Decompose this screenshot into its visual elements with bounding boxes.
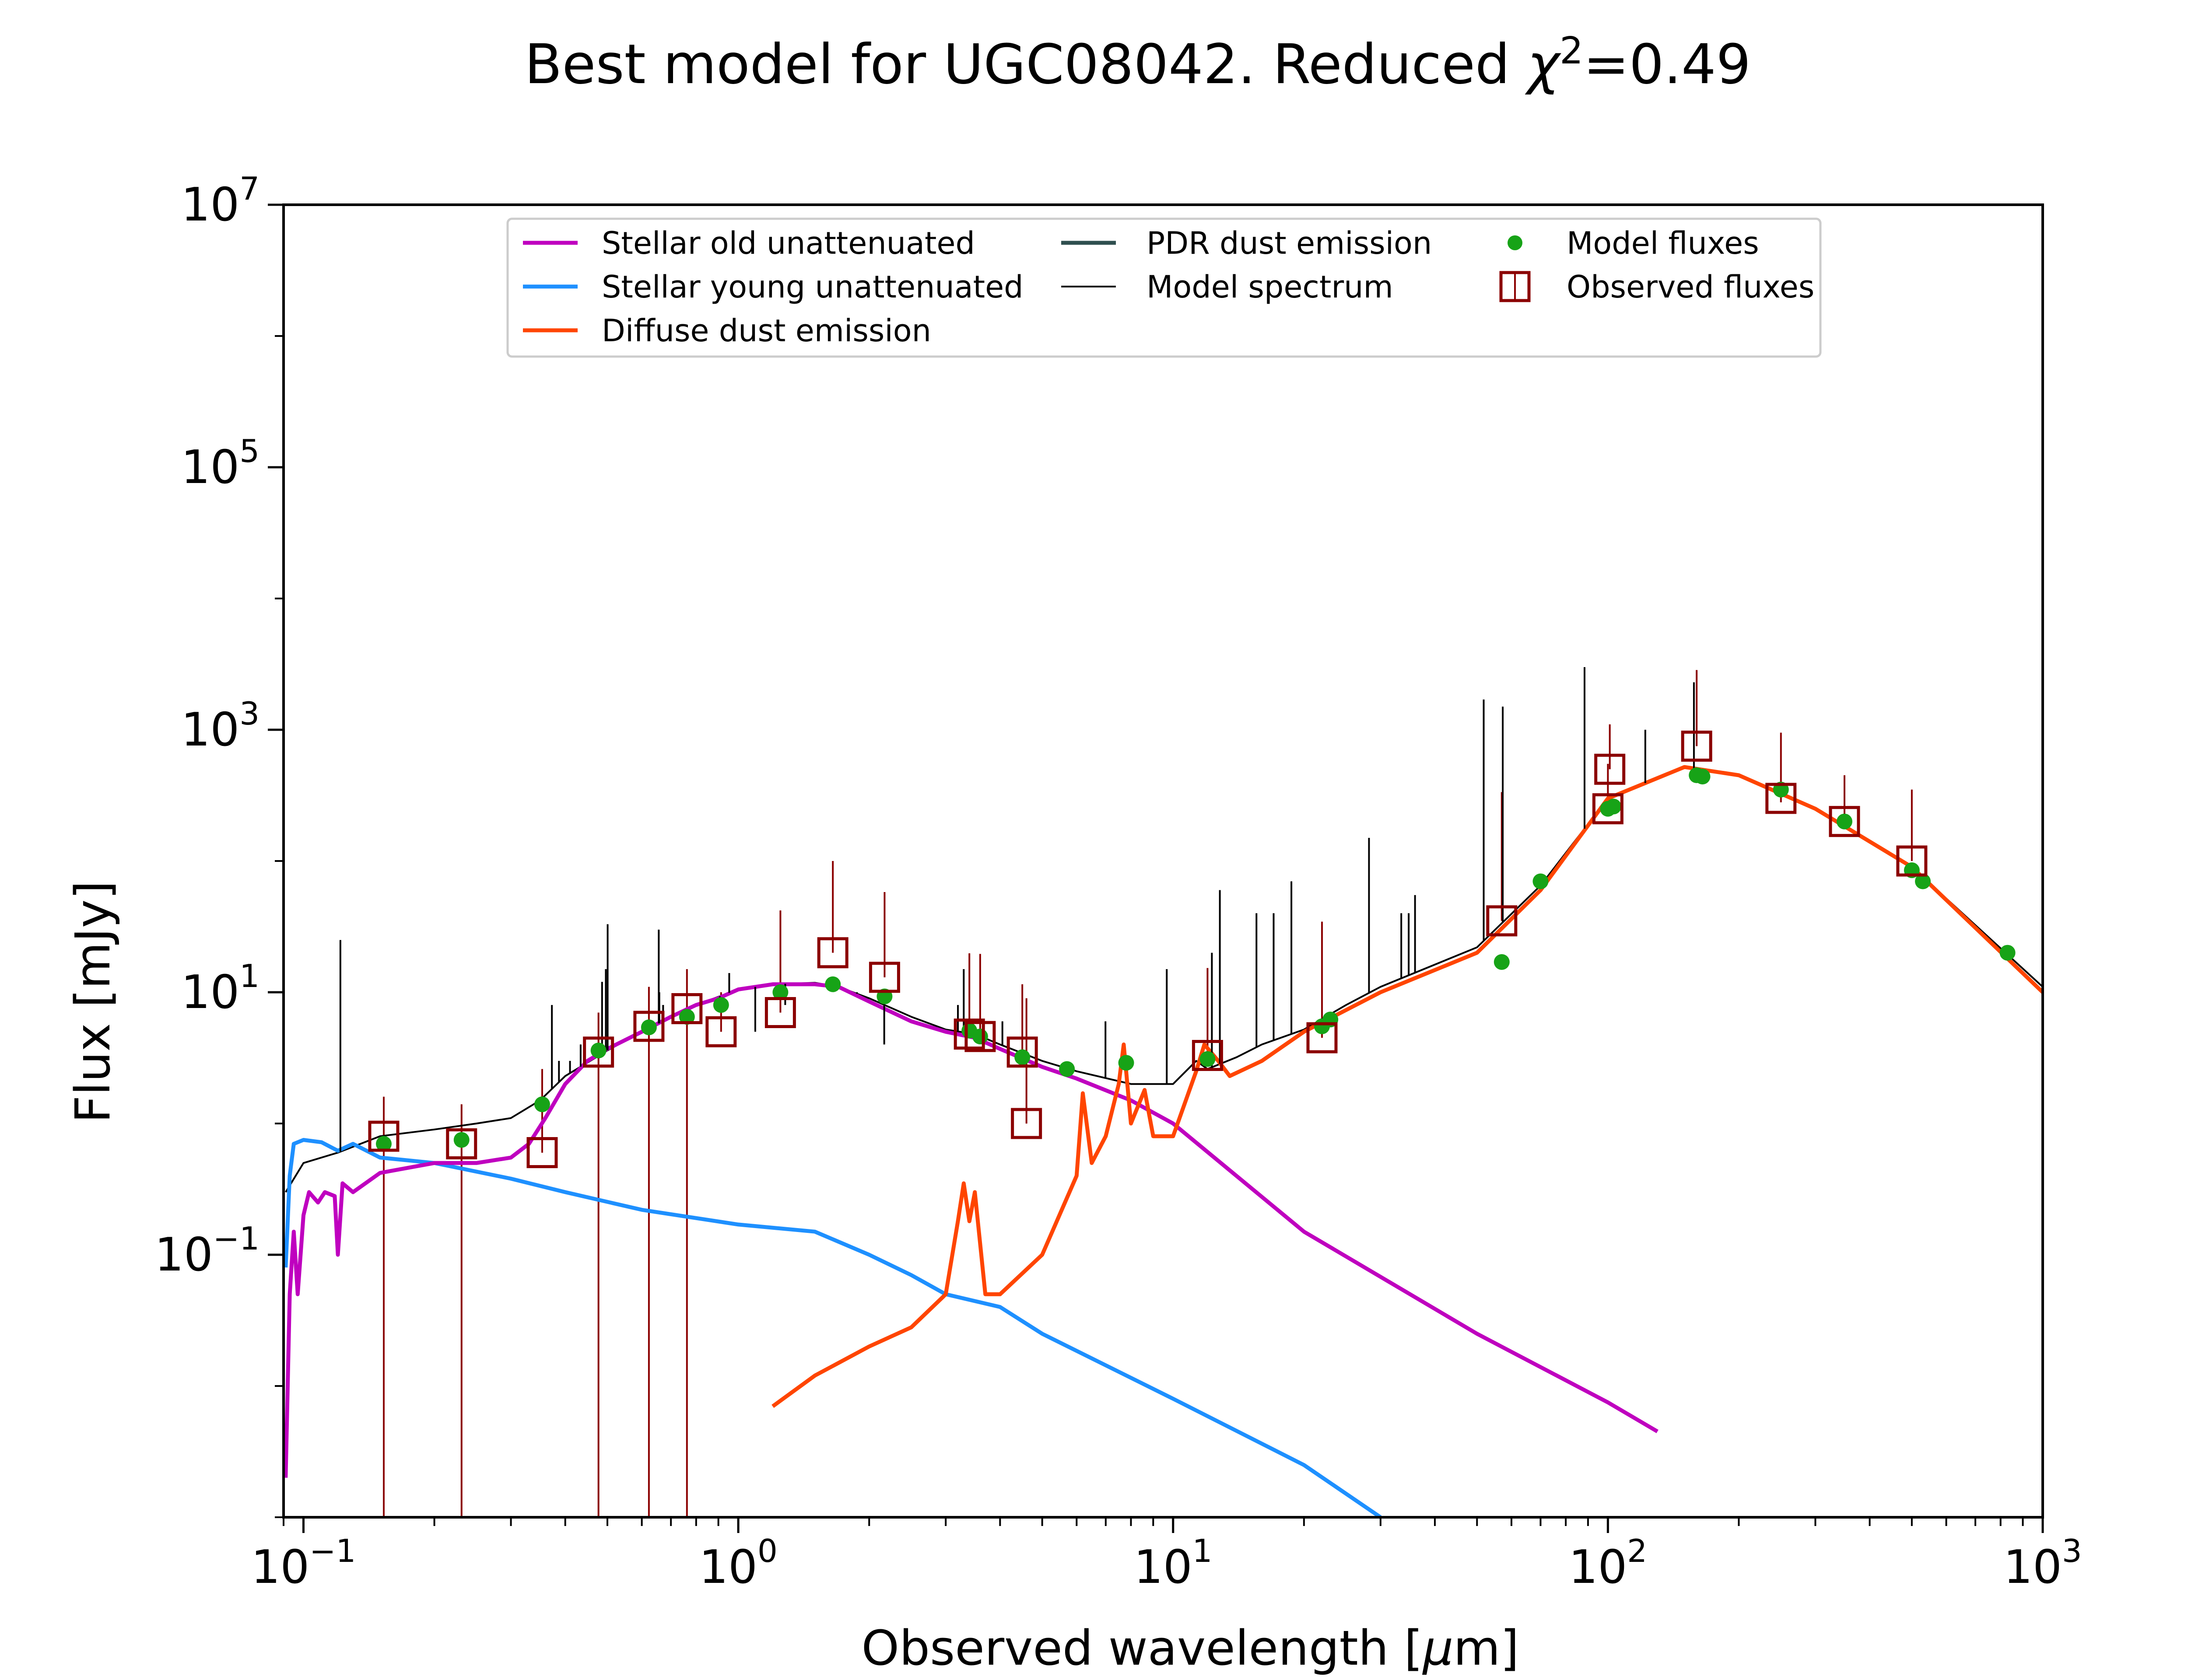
observed-flux-point	[1594, 753, 1626, 785]
observed-flux-point	[1681, 730, 1712, 762]
observed-flux-point	[1006, 1036, 1038, 1068]
model-flux-point	[1014, 1049, 1031, 1065]
y-tick-label: 107	[181, 170, 259, 231]
chart-title: Best model for UGC08042. Reduced χ2=0.49	[525, 29, 1751, 96]
legend-box	[506, 217, 1822, 358]
legend-label: Diffuse dust emission	[602, 313, 931, 349]
legend-label: Stellar young unattenuated	[602, 269, 1024, 305]
model-flux-point	[1694, 768, 1711, 784]
series-line-diffuse-dust-emission	[771, 765, 2044, 1408]
model-flux-point	[1836, 813, 1852, 830]
y-tick-label: 105	[181, 433, 259, 494]
observed-flux-point	[583, 1036, 614, 1068]
legend-label: Stellar old unattenuated	[602, 225, 975, 261]
model-flux-point	[713, 997, 729, 1013]
y-tick-label: 103	[181, 695, 259, 756]
x-axis-label: Observed wavelength [μm]	[862, 1620, 1519, 1676]
series-line-model-spectrum	[285, 766, 2044, 1193]
legend-label: Model spectrum	[1147, 269, 1393, 305]
model-flux-point	[1199, 1051, 1216, 1067]
observed-flux-point	[633, 1011, 665, 1042]
series-line-stellar-young-unattenuated	[284, 1138, 1382, 1519]
y-tick-label: 101	[181, 958, 259, 1019]
model-flux-point	[534, 1096, 550, 1113]
series-line-stellar-old-unattenuated	[284, 982, 1659, 1478]
x-tick-label: 101	[1134, 1533, 1212, 1594]
observed-flux-point	[764, 997, 796, 1028]
model-flux-point	[772, 984, 789, 1000]
legend: Stellar old unattenuated Stellar young un…	[506, 217, 1822, 358]
model-flux-point	[641, 1019, 657, 1036]
observed-flux-point	[1486, 905, 1518, 937]
model-flux-point	[1915, 873, 1931, 889]
observed-flux-point	[1011, 1108, 1042, 1139]
model-flux-point	[1999, 945, 2016, 961]
axis-ticks: 10−1 100 101 102 103 10−1 101 103 105 107	[154, 170, 2082, 1594]
model-flux-point	[453, 1132, 470, 1148]
data-markers	[368, 730, 2016, 1169]
model-flux-point	[825, 976, 841, 992]
observed-flux-point	[964, 1021, 996, 1052]
observed-flux-point	[1765, 783, 1797, 814]
y-axis-label: Flux [mJy]	[65, 881, 121, 1123]
legend-label: Observed fluxes	[1567, 269, 1814, 305]
observed-flux-point	[1592, 793, 1623, 825]
observed-flux-point	[1896, 845, 1928, 877]
observed-flux-point	[368, 1120, 400, 1152]
y-tick-label: 10−1	[154, 1220, 259, 1281]
x-tick-label: 10−1	[251, 1533, 356, 1594]
model-flux-point	[375, 1136, 392, 1152]
observed-flux-point	[446, 1128, 477, 1159]
observed-flux-point	[817, 937, 849, 969]
observed-flux-point	[526, 1137, 558, 1169]
model-flux-point	[679, 1009, 695, 1025]
legend-label: Model fluxes	[1567, 225, 1759, 261]
observed-flux-point	[1306, 1022, 1338, 1054]
observed-flux-point	[869, 962, 900, 993]
observed-flux-point	[954, 1018, 985, 1050]
plot-frame	[282, 203, 2044, 1519]
observed-flux-point	[1829, 806, 1860, 837]
observed-flux-point	[705, 1016, 737, 1047]
x-tick-label: 103	[2003, 1533, 2082, 1594]
x-tick-label: 102	[1569, 1533, 1647, 1594]
model-flux-point	[972, 1029, 988, 1045]
x-tick-label: 100	[699, 1533, 777, 1594]
observed-flux-point	[671, 993, 703, 1024]
model-flux-point	[1059, 1061, 1075, 1077]
model-flux-point	[1494, 954, 1510, 970]
model-flux-point	[1532, 873, 1549, 889]
model-flux-point	[1606, 798, 1622, 815]
legend-label: PDR dust emission	[1147, 225, 1432, 261]
model-curves	[284, 667, 2044, 1519]
model-flux-point	[590, 1043, 607, 1059]
error-bars	[382, 670, 1913, 1517]
model-flux-point	[1118, 1055, 1134, 1071]
observed-flux-point	[1192, 1040, 1223, 1071]
legend-handle	[1508, 235, 1522, 250]
